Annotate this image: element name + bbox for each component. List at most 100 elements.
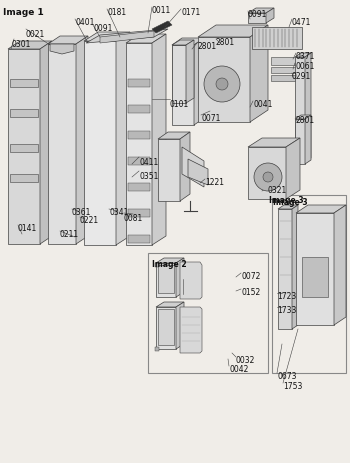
Polygon shape [126,35,166,44]
Polygon shape [334,206,346,325]
Bar [128,80,150,88]
Polygon shape [172,46,186,104]
Polygon shape [295,116,311,120]
Polygon shape [248,148,286,200]
Polygon shape [126,44,152,245]
Polygon shape [278,206,298,210]
Polygon shape [176,258,184,297]
Bar [128,236,150,244]
Polygon shape [198,38,250,123]
Polygon shape [305,116,311,165]
Text: Image 3: Image 3 [273,198,308,206]
Polygon shape [116,33,130,245]
Polygon shape [50,45,74,55]
Polygon shape [278,210,292,329]
Text: 0291: 0291 [292,72,311,81]
Polygon shape [158,140,180,201]
Bar [155,347,159,351]
Text: 0471: 0471 [292,18,312,27]
Polygon shape [152,22,172,34]
Text: 0091: 0091 [248,10,267,19]
Polygon shape [292,206,298,329]
Text: Image 3: Image 3 [269,195,304,205]
Polygon shape [172,41,194,46]
Text: 1723: 1723 [277,291,296,300]
Polygon shape [156,258,184,263]
Bar [158,265,174,294]
Text: Image 2: Image 2 [152,259,187,269]
Text: 0071: 0071 [201,114,220,123]
Text: 0091: 0091 [93,24,112,33]
Bar [128,131,150,140]
Text: 1753: 1753 [283,381,302,390]
Polygon shape [305,54,311,163]
Polygon shape [186,41,194,104]
Polygon shape [76,37,88,244]
Polygon shape [172,46,194,126]
Bar [271,58,295,66]
Text: 0211: 0211 [60,230,79,238]
Polygon shape [286,139,300,200]
Polygon shape [248,14,266,24]
Polygon shape [48,45,76,244]
Text: 0061: 0061 [295,62,314,71]
Bar [158,309,174,345]
Polygon shape [180,133,190,201]
Text: 0321: 0321 [267,186,286,194]
Bar [148,253,268,373]
Text: 0171: 0171 [181,8,200,17]
Polygon shape [172,39,204,46]
Polygon shape [250,26,268,123]
Polygon shape [266,9,274,24]
Circle shape [263,173,273,182]
Polygon shape [10,175,38,182]
Bar [155,263,159,268]
Polygon shape [248,9,274,14]
Text: 0341: 0341 [109,207,128,217]
Text: 1221: 1221 [205,178,224,187]
Polygon shape [10,110,38,118]
Bar [128,210,150,218]
Polygon shape [84,42,116,245]
Text: 0011: 0011 [152,6,171,15]
Text: 0101: 0101 [170,100,189,109]
Text: 2801: 2801 [216,38,235,47]
Text: 0021: 0021 [26,30,45,39]
Text: 0081: 0081 [124,213,143,223]
Polygon shape [156,302,184,307]
Bar [271,76,295,82]
Polygon shape [296,206,346,213]
Text: 2801: 2801 [197,42,216,51]
Text: 0301: 0301 [11,40,30,49]
Text: 0673: 0673 [277,371,296,380]
Polygon shape [188,160,208,186]
Text: Image 1: Image 1 [3,8,44,17]
Text: 0072: 0072 [241,271,260,281]
Text: 0361: 0361 [72,207,91,217]
Circle shape [204,67,240,103]
Polygon shape [48,37,88,45]
Text: 0181: 0181 [107,8,126,17]
Polygon shape [198,26,268,38]
Polygon shape [176,302,184,349]
Circle shape [254,163,282,192]
Text: 0221: 0221 [80,216,99,225]
Polygon shape [10,80,38,88]
Bar [128,184,150,192]
Bar [252,28,302,50]
Text: 1733: 1733 [277,305,296,314]
Text: 0041: 0041 [253,100,272,109]
Text: 0141: 0141 [18,224,37,232]
Polygon shape [180,263,202,300]
Text: 0042: 0042 [229,364,248,373]
Polygon shape [180,307,202,353]
Polygon shape [100,32,154,44]
Polygon shape [295,54,311,58]
Polygon shape [194,39,204,126]
Circle shape [216,79,228,91]
Polygon shape [248,139,300,148]
Polygon shape [10,144,38,153]
Bar [271,68,295,74]
Text: 0401: 0401 [75,18,94,27]
Bar [272,195,346,373]
